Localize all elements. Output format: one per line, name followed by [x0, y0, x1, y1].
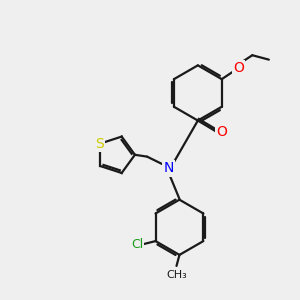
Text: S: S — [95, 136, 104, 151]
Text: O: O — [216, 124, 227, 139]
Text: Cl: Cl — [131, 238, 143, 250]
Text: CH₃: CH₃ — [166, 270, 187, 280]
Text: N: N — [163, 161, 174, 176]
Text: O: O — [233, 61, 244, 75]
